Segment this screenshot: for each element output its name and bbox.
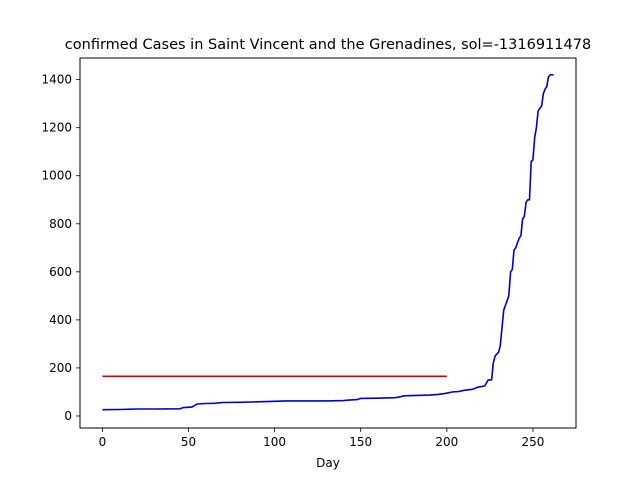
x-tick-label: 250 <box>521 435 544 449</box>
x-tick-label: 150 <box>349 435 372 449</box>
series-line-1 <box>102 74 554 411</box>
y-axis: 0 200 400 600 800 1000 1200 1400 <box>41 73 80 423</box>
y-tick-label: 1400 <box>41 73 72 87</box>
y-tick-label: 200 <box>49 361 72 375</box>
chart-title: confirmed Cases in Saint Vincent and the… <box>65 37 591 53</box>
y-tick-label: 0 <box>64 409 72 423</box>
plot-frame <box>79 57 577 429</box>
y-tick-label: 1000 <box>41 169 72 183</box>
x-axis: 0 50 100 150 200 250 <box>99 428 544 449</box>
plot-area <box>102 74 554 411</box>
y-tick-label: 600 <box>49 265 72 279</box>
y-tick-label: 800 <box>49 217 72 231</box>
x-tick-label: 200 <box>435 435 458 449</box>
x-tick-label: 100 <box>263 435 286 449</box>
x-axis-label: Day <box>316 456 340 470</box>
x-tick-label: 0 <box>99 435 107 449</box>
y-tick-label: 1200 <box>41 121 72 135</box>
x-tick-label: 50 <box>181 435 196 449</box>
y-tick-label: 400 <box>49 313 72 327</box>
